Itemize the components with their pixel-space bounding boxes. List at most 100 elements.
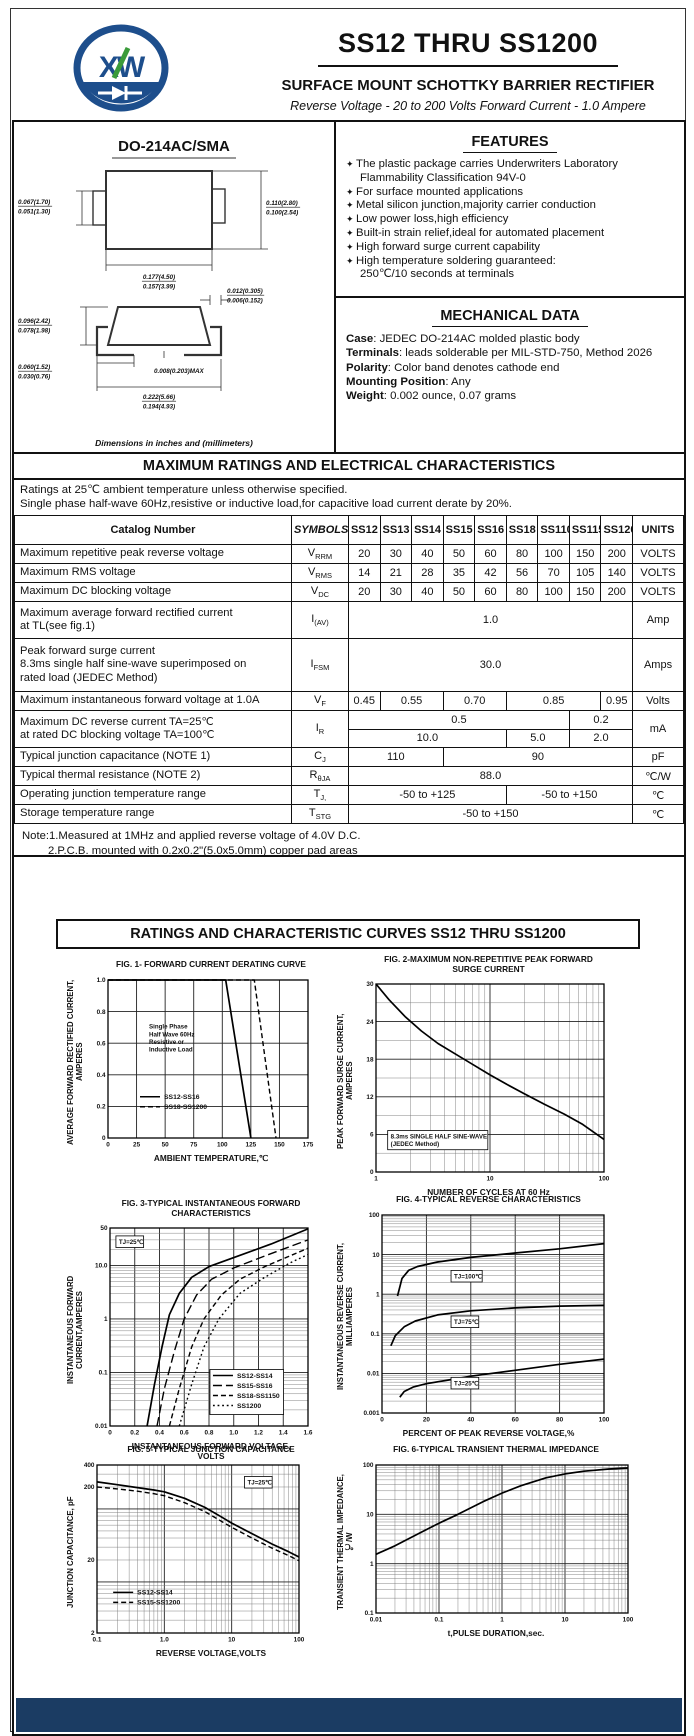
col-header-units: UNITS bbox=[632, 515, 684, 545]
value-cell: 40 bbox=[411, 582, 444, 602]
col-header-ss14: SS14 bbox=[411, 515, 444, 545]
value-cell: 30.0 bbox=[347, 638, 634, 692]
x-tick-label: 0 bbox=[108, 1430, 112, 1437]
fig2-y-axis-label: PEAK FORWARD SURGE CURRENT, AMPERES bbox=[336, 1013, 354, 1149]
value-cell: 30 bbox=[379, 544, 413, 564]
package-name: DO-214AC/SMA bbox=[14, 138, 334, 159]
legend-label: SS18-SS1150 bbox=[237, 1393, 280, 1400]
chart-annotation: Single Phase bbox=[149, 1023, 188, 1030]
y-tick-label: 0.1 bbox=[365, 1610, 374, 1617]
value-cell: 0.5 bbox=[347, 710, 570, 730]
symbol-cell: I(AV) bbox=[290, 601, 349, 639]
curve-ss12-ss16 bbox=[108, 978, 252, 1138]
mechanical-line: Mounting Position: Any bbox=[346, 375, 471, 388]
legend-label: SS12-SS16 bbox=[164, 1094, 200, 1101]
mechanical-line: Polarity: Color band denotes cathode end bbox=[346, 361, 560, 374]
unit-cell: Amp bbox=[632, 601, 684, 639]
value-cell: 150 bbox=[568, 582, 602, 602]
value-cell: 60 bbox=[474, 582, 507, 602]
chart-annotation: (JEDEC Method) bbox=[391, 1141, 439, 1148]
value-cell: 14 bbox=[347, 563, 381, 583]
value-cell: 70 bbox=[537, 563, 570, 583]
table-row: Maximum average forward rectified curren… bbox=[14, 601, 684, 639]
page-subtitle: SURFACE MOUNT SCHOTTKY BARRIER RECTIFIER bbox=[281, 77, 655, 94]
param-cell: Typical thermal resistance (NOTE 2) bbox=[14, 766, 292, 786]
symbol-cell: IR bbox=[290, 710, 349, 748]
y-tick-label: 50 bbox=[100, 1225, 108, 1232]
fig6-figure: FIG. 6-TYPICAL TRANSIENT THERMAL IMPEDAN… bbox=[336, 1444, 656, 1638]
table-header-row: Catalog Number SYMBOLS SS12 SS13 SS14 SS15 SS1… bbox=[14, 515, 684, 545]
x-tick-label: 1.4 bbox=[279, 1430, 288, 1437]
x-tick-label: 0 bbox=[380, 1416, 384, 1423]
curve-ss15-ss1200 bbox=[96, 1485, 300, 1561]
curve-ss15-ss16 bbox=[156, 1239, 309, 1427]
company-logo: XW bbox=[72, 24, 170, 117]
fig1-x-axis-label: AMBIENT TEMPERATURE,℃ bbox=[153, 1152, 269, 1163]
curve-surge bbox=[375, 983, 605, 1141]
title-rule bbox=[318, 65, 618, 67]
svg-text:0.222(5.66): 0.222(5.66) bbox=[143, 394, 175, 401]
y-tick-label: 1 bbox=[370, 1560, 374, 1567]
table-row: Storage temperature range TSTG -50 to +150… bbox=[14, 804, 684, 824]
col-header-ss15: SS15 bbox=[442, 515, 476, 545]
fig5-title: FIG. 5-TYPICAL JUNCTION CAPACITANCE bbox=[127, 1444, 295, 1454]
x-tick-label: 1.6 bbox=[304, 1430, 313, 1437]
x-tick-label: 100 bbox=[599, 1176, 610, 1183]
col-header-ss12: SS12 bbox=[347, 515, 381, 545]
x-tick-label: 0.1 bbox=[93, 1636, 102, 1643]
svg-text:0.008(0.203)MAX: 0.008(0.203)MAX bbox=[154, 368, 205, 375]
y-tick-label: 0.01 bbox=[95, 1423, 108, 1430]
param-cell: Typical junction capacitance (NOTE 1) bbox=[14, 747, 292, 767]
x-tick-label: 100 bbox=[599, 1416, 610, 1423]
table-row: Operating junction temperature range TJ, -… bbox=[14, 785, 684, 805]
unit-cell: VOLTS bbox=[632, 544, 684, 564]
value-cell: 80 bbox=[505, 544, 539, 564]
value-cell: 5.0 bbox=[505, 728, 570, 748]
specs-box: DO-214AC/SMA 0.067(1.70) 0.051(1.30) 0.110… bbox=[12, 120, 686, 871]
value-cell: 35 bbox=[442, 563, 476, 583]
x-tick-label: 125 bbox=[246, 1141, 257, 1148]
features-list: The plastic package carries Underwriters… bbox=[346, 158, 674, 282]
value-cell: 10.0 bbox=[347, 728, 507, 748]
y-tick-label: 10 bbox=[372, 1251, 380, 1258]
chart-annotation: Resistive or bbox=[149, 1038, 185, 1045]
fig5-plot: 0.1 1.0 10 100 2 20 200 400 TJ=25℃ SS12-SS14 SS15-… bbox=[84, 1462, 305, 1643]
feature-item: High temperature soldering guaranteed: 2… bbox=[346, 255, 674, 283]
fig4-figure: FIG. 4-TYPICAL REVERSE CHARACTERISTICS IN… bbox=[336, 1194, 641, 1438]
svg-text:0.051(1.30): 0.051(1.30) bbox=[18, 209, 50, 216]
value-cell: 105 bbox=[568, 563, 602, 583]
x-tick-label: 20 bbox=[423, 1416, 431, 1423]
value-cell: 110 bbox=[347, 747, 444, 767]
symbol-cell: VF bbox=[290, 691, 349, 711]
y-tick-label: 20 bbox=[87, 1557, 95, 1564]
features-heading: FEATURES bbox=[346, 134, 674, 153]
x-tick-label: 0 bbox=[106, 1141, 110, 1148]
x-tick-label: 80 bbox=[556, 1416, 564, 1423]
mechanical-heading: MECHANICAL DATA bbox=[346, 308, 674, 328]
x-tick-label: 100 bbox=[217, 1141, 228, 1148]
y-tick-label: 0.01 bbox=[367, 1370, 380, 1377]
svg-text:0.177(4.50): 0.177(4.50) bbox=[143, 274, 175, 281]
svg-text:0.067(1.70): 0.067(1.70) bbox=[18, 199, 50, 206]
chart-annotation: Half Wave 60Hz bbox=[149, 1031, 195, 1038]
col-header-ss18: SS18 bbox=[505, 515, 539, 545]
value-cell: 30 bbox=[379, 582, 413, 602]
symbol-cell: RθJA bbox=[290, 766, 349, 786]
curve-transient bbox=[375, 1466, 629, 1555]
chart-annotation: 8.3ms SINGLE HALF SINE-WAVE bbox=[391, 1134, 488, 1141]
value-cell: 90 bbox=[442, 747, 634, 767]
fig4-body: INSTANTANEOUS REVERSE CURRENT, MILLIAMPE… bbox=[336, 1208, 641, 1426]
chart-annotation: Inductive Load bbox=[149, 1046, 193, 1053]
symbol-cell: VRRM bbox=[290, 544, 349, 564]
y-tick-label: 6 bbox=[370, 1132, 374, 1139]
curve-ss12-ss14 bbox=[96, 1480, 300, 1558]
value-cell: -50 to +125 bbox=[347, 785, 507, 805]
fig2-plot: 1 10 100 0 6 12 18 24 30 8.3ms SINGLE HALF SINE-W… bbox=[366, 981, 610, 1183]
col-header-ss1150: SS1150 bbox=[568, 515, 602, 545]
svg-text:0.157(3.99): 0.157(3.99) bbox=[143, 284, 175, 291]
unit-cell: Amps bbox=[632, 638, 684, 692]
legend-label: SS18-SS1200 bbox=[164, 1104, 207, 1111]
param-cell: Peak forward surge current 8.3ms single h… bbox=[14, 638, 292, 692]
svg-text:0.096(2.42): 0.096(2.42) bbox=[18, 318, 50, 325]
